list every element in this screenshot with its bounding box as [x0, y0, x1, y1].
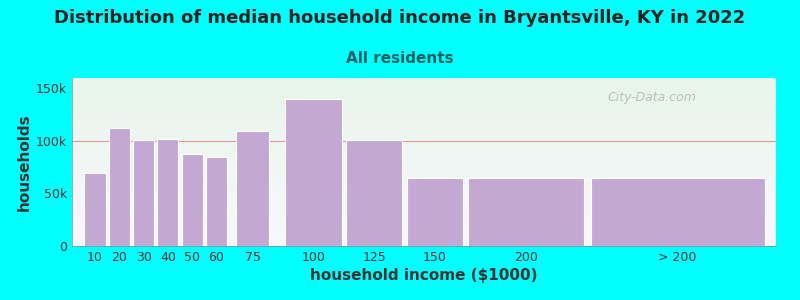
Text: All residents: All residents [346, 51, 454, 66]
Bar [182, 154, 202, 246]
Y-axis label: households: households [17, 113, 32, 211]
Bar [286, 99, 342, 246]
X-axis label: household income ($1000): household income ($1000) [310, 268, 538, 283]
Bar [85, 172, 106, 246]
Bar [236, 130, 270, 246]
Bar [590, 178, 765, 246]
Text: City-Data.com: City-Data.com [607, 92, 696, 104]
Bar [346, 140, 402, 246]
Bar [468, 178, 584, 246]
Bar [406, 178, 463, 246]
Bar [206, 157, 227, 246]
Bar [133, 140, 154, 246]
Bar [158, 139, 178, 246]
Text: Distribution of median household income in Bryantsville, KY in 2022: Distribution of median household income … [54, 9, 746, 27]
Bar [109, 128, 130, 246]
